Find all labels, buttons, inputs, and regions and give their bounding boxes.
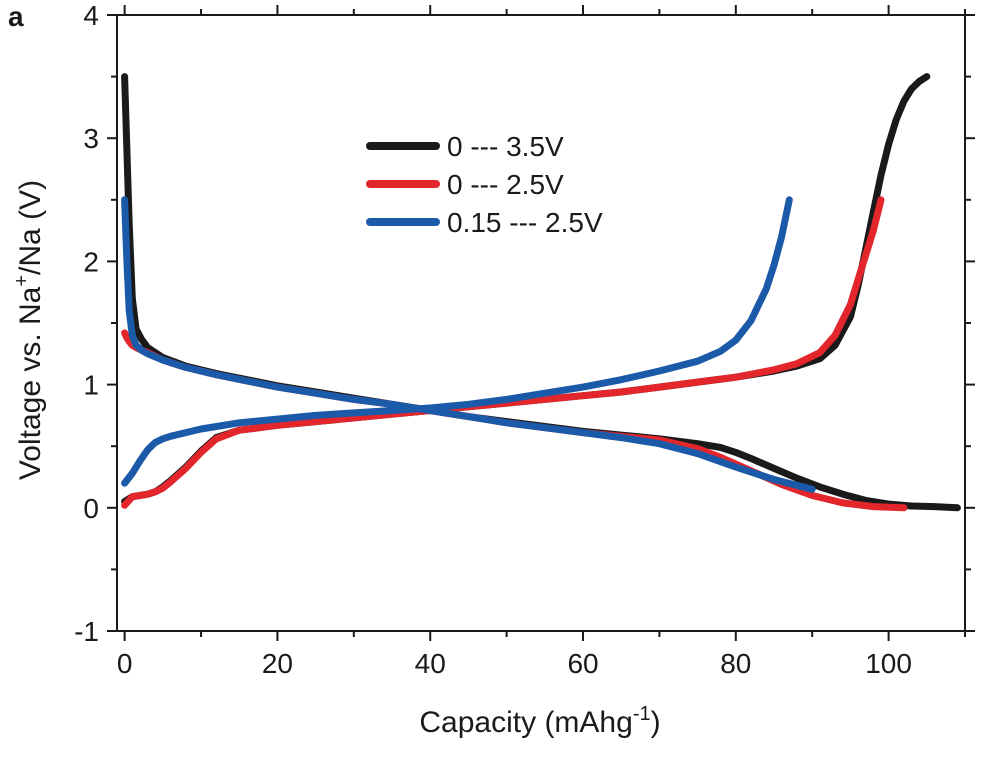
series-2-charge-line (121, 196, 793, 487)
x-tick-label: 80 (720, 648, 751, 679)
y-tick-label: 4 (83, 0, 99, 31)
y-axis-title: Voltage vs. Na+/Na (V) (11, 180, 47, 480)
x-axis-title: Capacity (mAhg-1) (419, 703, 660, 739)
y-tick-label: 3 (83, 123, 99, 154)
y-tick-label: -1 (74, 616, 99, 647)
y-axis-ticks: -1 0 1 2 3 4 (74, 0, 975, 647)
series-2-discharge-line (121, 196, 816, 493)
legend-label: 0 --- 2.5V (447, 169, 564, 200)
y-tick-label: 0 (83, 493, 99, 524)
x-tick-label: 20 (262, 648, 293, 679)
x-tick-label: 100 (865, 648, 912, 679)
y-tick-label: 1 (83, 370, 99, 401)
panel-label: a (8, 1, 24, 32)
x-tick-label: 40 (415, 648, 446, 679)
y-tick-label: 2 (83, 246, 99, 277)
series-1-charge-line (121, 196, 885, 509)
legend: 0 --- 3.5V 0 --- 2.5V 0.15 --- 2.5V (366, 131, 603, 238)
x-axis-ticks: 0 20 40 60 80 100 (117, 5, 966, 679)
legend-label: 0 --- 3.5V (447, 131, 564, 162)
data-curves (121, 73, 961, 512)
x-tick-label: 0 (117, 648, 133, 679)
legend-label: 0.15 --- 2.5V (447, 207, 603, 238)
x-tick-label: 60 (567, 648, 598, 679)
